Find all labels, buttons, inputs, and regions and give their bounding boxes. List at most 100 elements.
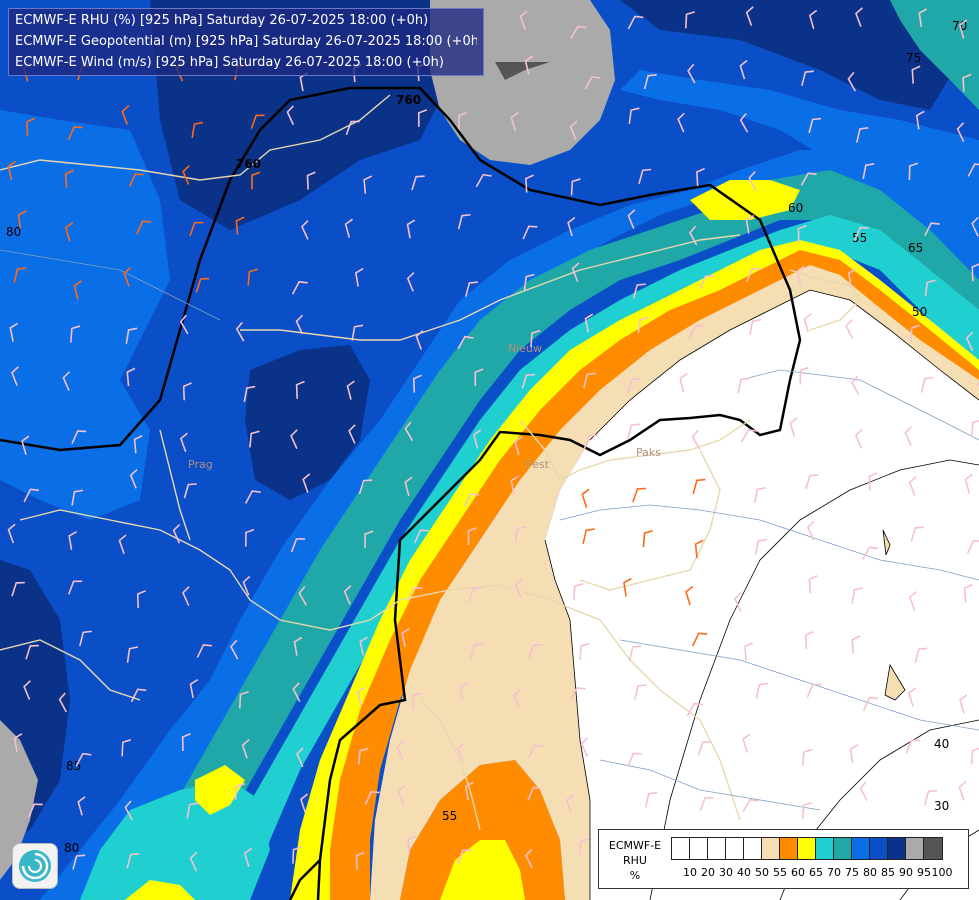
wind-barb bbox=[514, 435, 523, 456]
contour-label-55-east: 55 bbox=[852, 231, 867, 245]
rhu-80-region-west bbox=[0, 110, 170, 520]
wind-barb bbox=[688, 324, 705, 339]
wind-barb bbox=[186, 802, 199, 819]
wind-barb bbox=[7, 523, 16, 544]
wind-barb bbox=[583, 372, 596, 389]
wind-barb bbox=[806, 520, 815, 541]
rhu-55-island-b bbox=[882, 529, 891, 556]
wind-barb bbox=[956, 122, 965, 142]
wind-barb bbox=[904, 426, 912, 446]
wind-barb bbox=[632, 487, 647, 503]
wind-barb bbox=[854, 428, 863, 449]
wind-barb bbox=[910, 526, 924, 542]
wind-barb bbox=[628, 645, 642, 661]
wind-barb bbox=[868, 472, 878, 491]
wind-barb bbox=[849, 744, 859, 764]
wind-barb bbox=[528, 744, 544, 759]
wind-barb bbox=[627, 209, 636, 229]
wind-barb bbox=[345, 120, 360, 136]
wind-barb bbox=[129, 468, 138, 489]
legend-tick-label: 75 bbox=[845, 866, 859, 879]
wind-barb bbox=[744, 642, 754, 661]
wind-barb bbox=[699, 796, 714, 812]
wind-barb bbox=[406, 219, 416, 239]
legend-tick-label: 10 bbox=[683, 866, 697, 879]
wind-barb bbox=[749, 318, 762, 336]
wind-barb bbox=[801, 70, 814, 86]
wind-barb bbox=[230, 639, 239, 660]
wind-barb bbox=[851, 587, 863, 604]
wind-barb bbox=[510, 111, 519, 132]
wind-barb bbox=[235, 216, 245, 235]
wind-barb bbox=[189, 221, 204, 237]
wind-barb bbox=[286, 105, 295, 126]
wind-barb bbox=[745, 6, 754, 26]
contour-label-80-southwest: 80 bbox=[64, 841, 79, 855]
wind-barb bbox=[182, 165, 190, 185]
wind-barb bbox=[123, 267, 132, 287]
legend-title-model: ECMWF-E bbox=[608, 839, 662, 852]
wind-barb bbox=[800, 172, 817, 186]
wind-barb bbox=[695, 167, 705, 187]
wind-barb bbox=[964, 473, 973, 494]
wind-barb bbox=[301, 220, 309, 240]
wind-barb bbox=[679, 372, 688, 393]
rhu-75-region-northeast bbox=[890, 0, 979, 110]
wind-barb bbox=[249, 430, 260, 448]
wind-barb bbox=[67, 126, 83, 141]
wind-barb bbox=[290, 538, 305, 553]
wind-barbs bbox=[7, 6, 979, 872]
wind-barb bbox=[971, 263, 979, 282]
wind-barb bbox=[404, 476, 413, 496]
wind-barb bbox=[346, 380, 355, 400]
wind-barb bbox=[27, 803, 43, 818]
wind-barb bbox=[244, 528, 255, 547]
wind-barb bbox=[11, 581, 25, 597]
wind-barb bbox=[351, 324, 364, 341]
wind-barb bbox=[247, 268, 258, 286]
rhu-80-region-east-band bbox=[620, 70, 979, 300]
wind-barb bbox=[189, 851, 198, 872]
wind-barb bbox=[862, 163, 875, 180]
wind-barb bbox=[62, 371, 71, 391]
wind-barb bbox=[521, 373, 536, 389]
wind-barb bbox=[13, 267, 27, 283]
wind-barb bbox=[473, 429, 482, 449]
wind-barb bbox=[862, 546, 879, 560]
wind-barb bbox=[637, 316, 649, 334]
legend-ticks: 10 20 30 40 50 55 60 65 70 75 80 85 90 95 100 bbox=[671, 866, 971, 880]
wind-barb bbox=[344, 218, 354, 238]
legend-swatch bbox=[870, 838, 888, 859]
wind-barb bbox=[691, 429, 701, 450]
wind-barb bbox=[364, 530, 374, 549]
legend-tick-label: 100 bbox=[931, 866, 953, 879]
wind-barb bbox=[855, 127, 869, 143]
ecmwf-logo-icon bbox=[12, 843, 58, 889]
wind-barb bbox=[417, 109, 428, 127]
wind-barb bbox=[572, 583, 584, 601]
rhu-100-region-north bbox=[495, 62, 550, 80]
contour-label-65-east: 65 bbox=[908, 241, 923, 255]
wind-barb bbox=[411, 175, 425, 191]
wind-barb bbox=[397, 785, 406, 805]
wind-barb bbox=[642, 530, 653, 548]
wind-barb bbox=[243, 385, 256, 402]
wind-barb bbox=[908, 476, 917, 496]
place-label-paks: Paks bbox=[636, 446, 661, 459]
geopotential-label-760-north: 760 bbox=[396, 93, 421, 107]
wind-barb bbox=[290, 429, 298, 449]
geopotential-contours bbox=[0, 86, 802, 900]
wind-barb bbox=[914, 647, 928, 664]
wind-barb bbox=[25, 644, 39, 660]
wind-barb bbox=[567, 216, 576, 237]
wind-barb bbox=[578, 838, 590, 856]
wind-barb bbox=[457, 849, 472, 864]
wind-barb bbox=[908, 591, 917, 611]
rhu-low-region-east bbox=[545, 290, 979, 900]
wind-barb bbox=[746, 268, 761, 283]
country-borders bbox=[0, 94, 861, 831]
rhu-65-region-southwest bbox=[195, 765, 245, 815]
wind-barb bbox=[803, 313, 812, 333]
wind-barb bbox=[569, 120, 578, 141]
